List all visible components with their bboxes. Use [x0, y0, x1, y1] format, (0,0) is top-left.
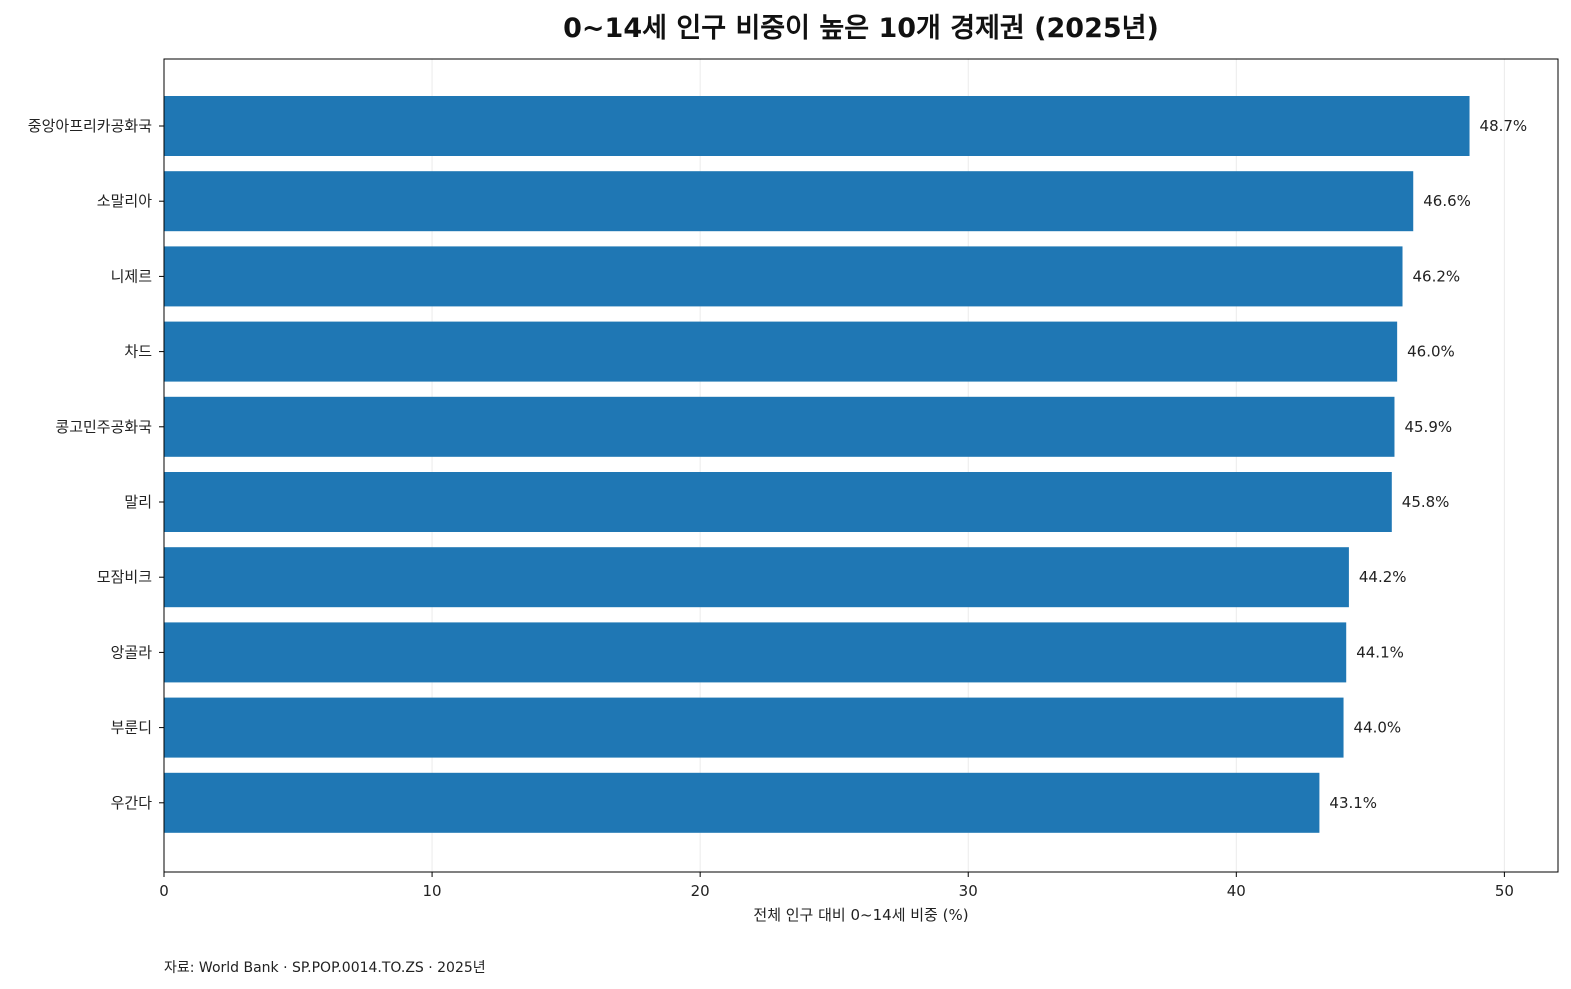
bar: [164, 171, 1414, 232]
bar: [164, 472, 1392, 532]
value-label: 43.1%: [1329, 794, 1377, 812]
category-label: 소말리아: [97, 192, 152, 210]
category-label: 앙골라: [111, 643, 153, 661]
x-tick-label: 20: [691, 882, 710, 900]
x-tick-label: 50: [1495, 882, 1514, 900]
category-label: 말리: [124, 493, 152, 511]
x-tick-label: 10: [423, 882, 442, 900]
value-label: 44.2%: [1359, 568, 1407, 586]
bar: [164, 622, 1347, 683]
category-label: 모잠비크: [97, 568, 152, 586]
category-label: 중앙아프리카공화국: [28, 117, 152, 135]
value-label: 46.2%: [1413, 267, 1461, 285]
chart-title: 0~14세 인구 비중이 높은 10개 경제권 (2025년): [563, 13, 1159, 44]
category-label: 콩고민주공화국: [55, 418, 152, 436]
category-label: 부룬디: [111, 719, 152, 737]
bar: [164, 697, 1344, 758]
value-label: 45.9%: [1404, 418, 1452, 436]
x-axis-ticks: 0 10 20 30 40 50: [159, 872, 1514, 900]
source-note: 자료: World Bank · SP.POP.0014.TO.ZS · 202…: [164, 960, 486, 976]
bar: [164, 772, 1320, 833]
value-label: 46.0%: [1407, 343, 1455, 361]
category-label: 니제르: [111, 267, 153, 285]
value-labels: 48.7% 46.6% 46.2% 46.0% 45.9% 45.8% 44.2% 44.1%…: [1329, 117, 1527, 812]
bar: [164, 547, 1349, 608]
bar: [164, 96, 1470, 156]
value-label: 44.0%: [1354, 719, 1402, 737]
bar: [164, 396, 1395, 457]
value-label: 46.6%: [1423, 192, 1471, 210]
category-label: 우간다: [111, 794, 153, 812]
x-axis-title: 전체 인구 대비 0~14세 비중 (%): [753, 906, 968, 924]
value-label: 45.8%: [1402, 493, 1450, 511]
x-tick-label: 40: [1227, 882, 1246, 900]
x-tick-label: 0: [159, 882, 169, 900]
category-label: 차드: [124, 343, 152, 361]
x-tick-label: 30: [959, 882, 978, 900]
bar: [164, 321, 1398, 382]
bar: [164, 246, 1403, 307]
bars: [164, 96, 1470, 833]
plot-frame: [163, 58, 1559, 873]
value-label: 48.7%: [1480, 117, 1528, 135]
value-label: 44.1%: [1356, 643, 1404, 661]
